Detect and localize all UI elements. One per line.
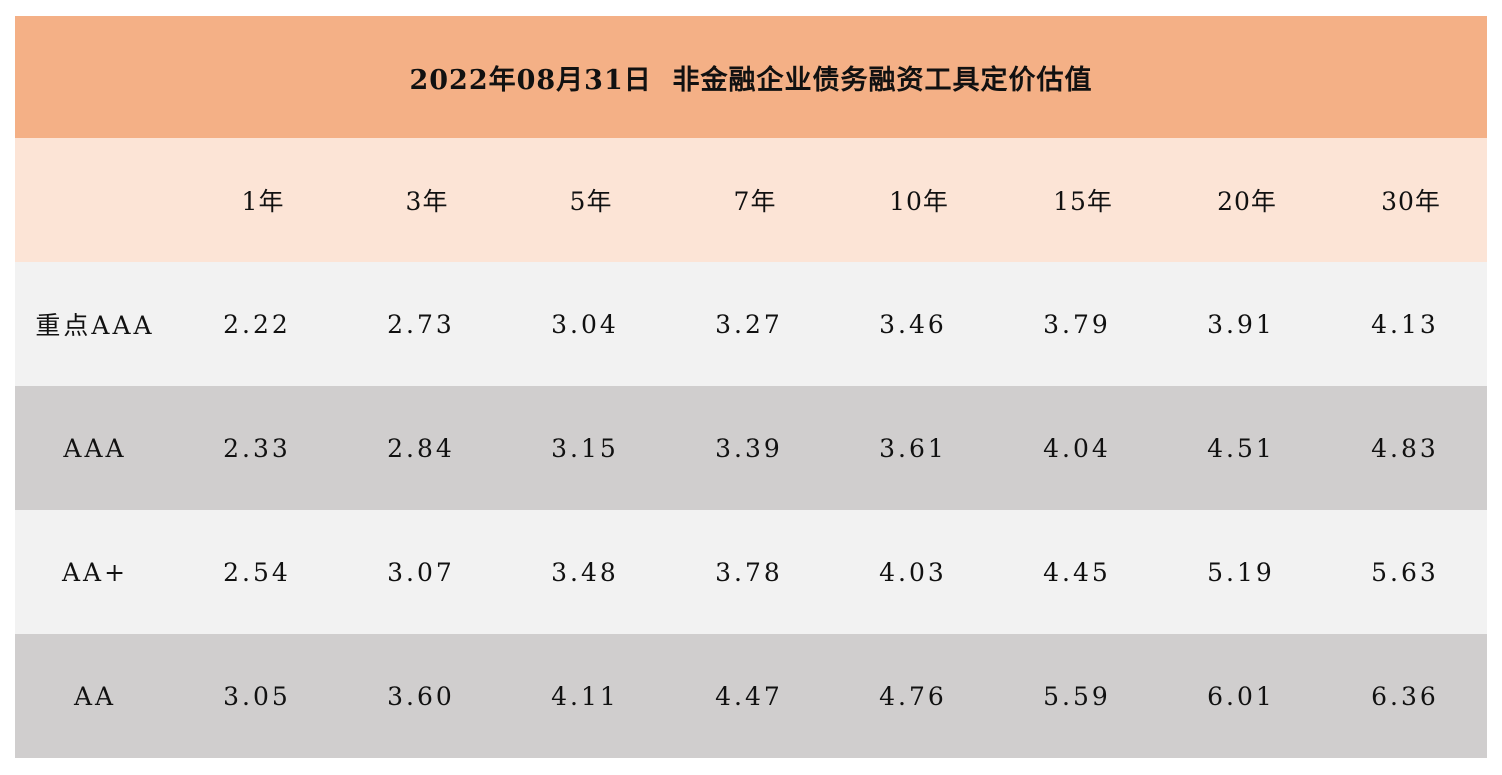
table-cell: 3.60 (387, 681, 455, 711)
table-cell: 3.79 (1043, 309, 1111, 339)
row-label: AA+ (61, 557, 129, 587)
row-label: AAA (63, 433, 127, 463)
table-cell: 2.33 (223, 433, 291, 463)
table-cell: 4.83 (1371, 433, 1439, 463)
table-cell: 3.91 (1207, 309, 1275, 339)
table-row: AA+ 2.54 3.07 3.48 3.78 4.03 4.45 5.19 5… (15, 510, 1487, 634)
row-label: AA (73, 681, 117, 711)
table-cell: 3.78 (715, 557, 783, 587)
table-title: 2022年08月31日 非金融企业债务融资工具定价估值 (409, 64, 1093, 96)
table-cell: 3.48 (551, 557, 619, 587)
table-cell: 4.13 (1371, 309, 1439, 339)
table-cell: 2.22 (223, 309, 291, 339)
table-cell: 6.36 (1371, 681, 1439, 711)
table-cell: 3.27 (715, 309, 783, 339)
table-cell: 4.11 (551, 681, 619, 711)
table-cell: 5.19 (1207, 557, 1275, 587)
table-cell: 4.47 (715, 681, 783, 711)
table-cell: 3.61 (879, 433, 947, 463)
table-row: AAA 2.33 2.84 3.15 3.39 3.61 4.04 4.51 4… (15, 386, 1487, 510)
table-cell: 2.54 (223, 557, 291, 587)
column-header: 15年 (1053, 187, 1113, 216)
table-row: 重点AAA 2.22 2.73 3.04 3.27 3.46 3.79 3.91… (15, 262, 1487, 386)
column-header: 7年 (733, 187, 777, 216)
column-header: 20年 (1217, 187, 1277, 216)
header-row: 1年 3年 5年 7年 10年 15年 20年 30年 (15, 138, 1487, 262)
table-cell: 4.51 (1207, 433, 1275, 463)
table-cell: 4.03 (879, 557, 947, 587)
table-cell: 3.15 (551, 433, 619, 463)
column-header: 30年 (1381, 187, 1441, 216)
column-header: 1年 (241, 187, 285, 216)
table-cell: 4.45 (1043, 557, 1111, 587)
valuation-table: 2022年08月31日 非金融企业债务融资工具定价估值 1年 3年 5年 7年 … (15, 16, 1487, 758)
table-cell: 3.04 (551, 309, 619, 339)
row-label: 重点AAA (35, 311, 155, 340)
table-cell: 3.46 (879, 309, 947, 339)
table-cell: 2.73 (387, 309, 455, 339)
table-cell: 5.59 (1043, 681, 1111, 711)
table-cell: 3.05 (223, 681, 291, 711)
table-cell: 2.84 (387, 433, 455, 463)
column-header: 5年 (569, 187, 613, 216)
table-cell: 3.39 (715, 433, 783, 463)
table-cell: 3.07 (387, 557, 455, 587)
table-cell: 4.76 (879, 681, 947, 711)
table-row: AA 3.05 3.60 4.11 4.47 4.76 5.59 6.01 6.… (15, 634, 1487, 758)
table-cell: 4.04 (1043, 433, 1111, 463)
title-bar: 2022年08月31日 非金融企业债务融资工具定价估值 (15, 16, 1487, 138)
column-header: 10年 (889, 187, 949, 216)
table-cell: 6.01 (1207, 681, 1275, 711)
table-cell: 5.63 (1371, 557, 1439, 587)
column-header: 3年 (405, 187, 449, 216)
